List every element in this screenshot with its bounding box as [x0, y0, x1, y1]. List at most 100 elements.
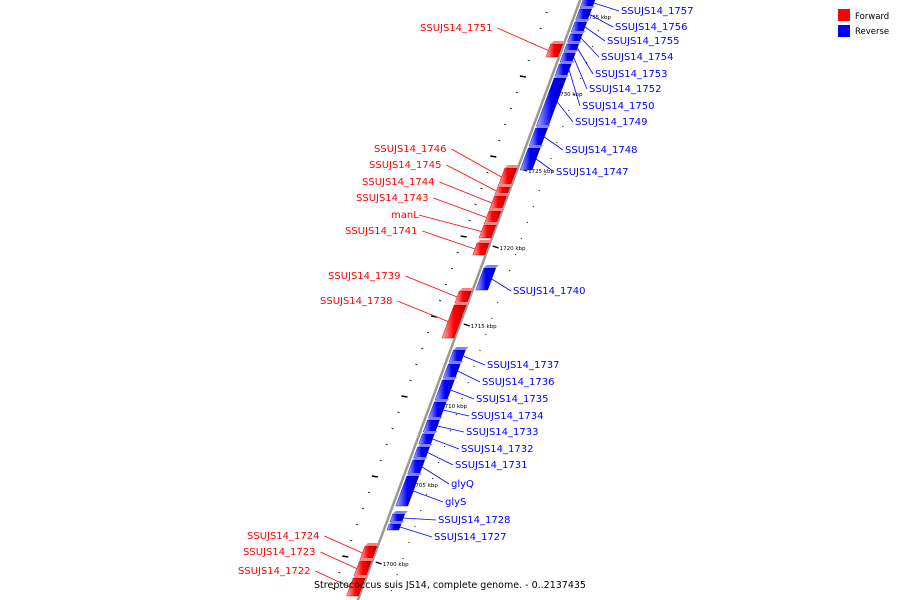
minor-tick: [397, 411, 400, 414]
tick-label: 1735 kbp: [585, 15, 611, 21]
leader-line: [463, 355, 486, 366]
minor-tick: [562, 125, 564, 128]
gene-feature-top: [434, 399, 450, 402]
gene-feature-ssujs14-1754[interactable]: [567, 33, 583, 43]
gene-feature-ssujs14-1728[interactable]: [389, 513, 406, 523]
minor-tick: [491, 317, 493, 320]
gene-feature-top: [504, 165, 520, 168]
leader-line: [421, 466, 450, 485]
gene-label-ssujs14-1746[interactable]: SSUJS14_1746: [374, 144, 447, 155]
minor-tick: [409, 379, 412, 382]
gene-label-ssujs14-1736[interactable]: SSUJS14_1736: [482, 377, 555, 388]
gene-label-ssujs14-1748[interactable]: SSUJS14_1748: [565, 145, 638, 156]
minor-tick: [390, 589, 392, 592]
gene-label-ssujs14-1747[interactable]: SSUJS14_1747: [556, 167, 629, 178]
gene-feature-top: [359, 558, 375, 561]
gene-feature-ssujs14-1749[interactable]: [536, 77, 567, 127]
minor-tick: [426, 331, 430, 334]
gene-feature-ssujs14-1738[interactable]: [441, 304, 467, 339]
gene-feature-ssujs14-1727[interactable]: [386, 523, 402, 531]
gene-label-ssujs14-1753[interactable]: SSUJS14_1753: [595, 69, 668, 80]
gene-label-glyq[interactable]: glyQ: [451, 479, 474, 490]
leader-line: [446, 164, 497, 192]
tick-label: 1725 kbp: [528, 169, 554, 175]
gene-feature-ssujs14-1731[interactable]: [413, 446, 430, 459]
gene-feature-ssujs14-1750[interactable]: [554, 63, 572, 77]
gene-feature-top: [559, 61, 575, 64]
major-tick: [492, 245, 499, 249]
gene-label-ssujs14-1728[interactable]: SSUJS14_1728: [438, 515, 511, 526]
gene-feature-ssujs14-1752[interactable]: [559, 52, 576, 63]
minor-tick: [480, 187, 483, 190]
gene-feature-top: [554, 75, 570, 78]
gene-label-ssujs14-1723[interactable]: SSUJS14_1723: [243, 547, 316, 558]
gene-label-ssujs14-1740[interactable]: SSUJS14_1740: [513, 286, 586, 297]
gene-label-manl[interactable]: manL: [391, 210, 419, 221]
gene-label-ssujs14-1749[interactable]: SSUJS14_1749: [575, 117, 648, 128]
gene-feature-ssujs14-1755[interactable]: [570, 21, 588, 33]
minor-tick: [379, 459, 382, 462]
gene-label-ssujs14-1733[interactable]: SSUJS14_1733: [466, 427, 539, 438]
gene-label-ssujs14-1731[interactable]: SSUJS14_1731: [455, 460, 528, 471]
minor-tick: [479, 349, 481, 352]
gene-label-ssujs14-1756[interactable]: SSUJS14_1756: [615, 22, 688, 33]
gene-label-ssujs14-1751[interactable]: SSUJS14_1751: [420, 23, 493, 34]
minor-tick: [431, 477, 434, 480]
gene-label-ssujs14-1755[interactable]: SSUJS14_1755: [607, 36, 680, 47]
gene-label-ssujs14-1745[interactable]: SSUJS14_1745: [369, 160, 442, 171]
gene-feature-ssujs14-1732[interactable]: [418, 433, 435, 445]
minor-tick: [338, 571, 341, 574]
gene-feature-top: [563, 50, 579, 53]
leader-line: [432, 438, 460, 450]
major-tick: [463, 323, 470, 327]
leader-line: [399, 526, 433, 538]
minor-tick: [449, 429, 452, 432]
gene-feature-top: [392, 511, 408, 514]
leader-line: [324, 535, 363, 554]
gene-label-ssujs14-1735[interactable]: SSUJS14_1735: [476, 394, 549, 405]
gene-feature-top: [497, 184, 513, 187]
legend-label-forward: Forward: [855, 12, 889, 22]
gene-label-ssujs14-1727[interactable]: SSUJS14_1727: [434, 532, 507, 543]
gene-label-ssujs14-1744[interactable]: SSUJS14_1744: [362, 177, 435, 188]
gene-label-ssujs14-1737[interactable]: SSUJS14_1737: [487, 360, 560, 371]
minor-tick: [509, 107, 513, 110]
gene-label-ssujs14-1752[interactable]: SSUJS14_1752: [589, 84, 662, 95]
gene-feature-ssujs14-1733[interactable]: [422, 419, 440, 433]
minor-tick: [520, 237, 523, 240]
leader-line: [405, 275, 458, 298]
minor-tick: [367, 491, 371, 494]
minor-tick: [391, 427, 394, 430]
minor-tick: [342, 555, 349, 558]
gene-label-ssujs14-1738[interactable]: SSUJS14_1738: [320, 296, 393, 307]
leader-line: [418, 214, 482, 232]
gene-label-ssujs14-1741[interactable]: SSUJS14_1741: [345, 226, 418, 237]
leader-line: [451, 148, 502, 178]
minor-tick: [460, 235, 467, 238]
gene-label-ssujs14-1750[interactable]: SSUJS14_1750: [582, 101, 655, 112]
feature-layer: [346, 0, 596, 597]
gene-feature-top: [406, 473, 422, 476]
minor-tick: [461, 397, 464, 400]
gene-feature-top: [483, 265, 499, 268]
minor-tick: [545, 11, 548, 14]
gene-label-glys[interactable]: glyS: [445, 497, 466, 508]
tick-label: 1720 kbp: [500, 246, 526, 252]
gene-label-ssujs14-1743[interactable]: SSUJS14_1743: [356, 193, 429, 204]
minor-tick: [443, 445, 446, 448]
gene-label-ssujs14-1757[interactable]: SSUJS14_1757: [621, 6, 694, 17]
gene-label-ssujs14-1739[interactable]: SSUJS14_1739: [328, 271, 401, 282]
gene-label-ssujs14-1734[interactable]: SSUJS14_1734: [471, 411, 544, 422]
leader-line: [397, 300, 449, 322]
gene-label-ssujs14-1754[interactable]: SSUJS14_1754: [601, 52, 674, 63]
gene-label-ssujs14-1722[interactable]: SSUJS14_1722: [238, 566, 311, 577]
leader-line: [593, 2, 620, 12]
gene-feature-top: [566, 41, 582, 44]
gene-label-ssujs14-1724[interactable]: SSUJS14_1724: [247, 531, 320, 542]
gene-feature-ssujs14-1737[interactable]: [448, 349, 466, 363]
gene-label-ssujs14-1732[interactable]: SSUJS14_1732: [461, 444, 534, 455]
minor-tick: [573, 93, 576, 96]
minor-tick: [519, 75, 526, 78]
minor-tick: [550, 157, 552, 160]
